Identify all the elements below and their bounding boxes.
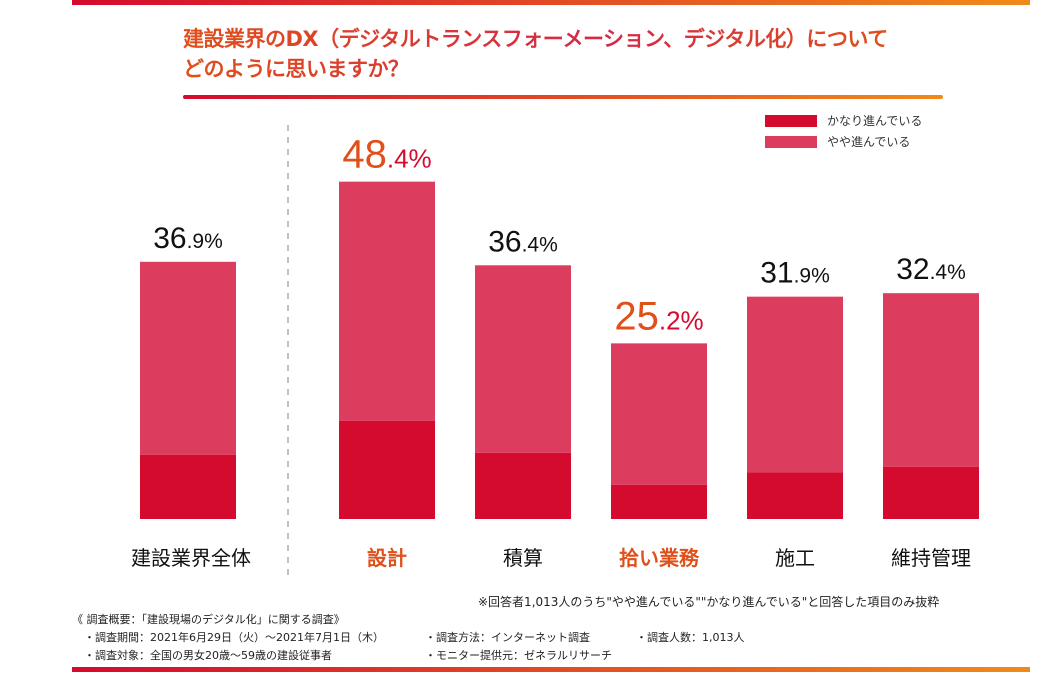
total-value-label: 31.9% (760, 257, 830, 290)
bar-segment-light (747, 296, 843, 473)
category-label: 建設業界全体 (131, 546, 251, 570)
category-label: 積算 (503, 546, 543, 570)
legend-item-light: やや進んでいる (765, 133, 910, 150)
total-value-label: 25.2% (614, 294, 703, 338)
footnote: ※回答者1,013人のうち"やや進んでいる""かなり進んでいる"と回答した項目の… (478, 595, 940, 609)
bar-segment-dark (747, 472, 843, 519)
survey-method: ・調査方法：インターネット調査 (425, 631, 590, 644)
category-label: 設計 (367, 546, 407, 570)
category-label: 維持管理 (891, 546, 971, 570)
survey-count: ・調査人数：1,013人 (636, 631, 745, 644)
legend-label: かなり進んでいる (827, 114, 923, 128)
total-value-label: 48.4% (342, 133, 431, 177)
total-value-label: 32.4% (896, 253, 966, 286)
total-value-label: 36.4% (488, 225, 558, 258)
survey-period: ・調査期間：2021年6月29日（火）〜2021年7月1日（木） (84, 631, 384, 644)
bar-segment-light (339, 181, 435, 421)
survey-provider: ・モニター提供元：ゼネラルリサーチ (425, 649, 612, 662)
bar-segment-dark (140, 454, 236, 519)
top-accent-bar (72, 0, 1030, 5)
total-value-label: 36.9% (153, 222, 223, 255)
bar-segment-dark (883, 466, 979, 519)
survey-target: ・調査対象：全国の男女20歳〜59歳の建設従事者 (84, 649, 332, 662)
bar-segment-dark (339, 420, 435, 519)
bar-segment-light (140, 261, 236, 455)
bar-segment-dark (611, 484, 707, 519)
bar-segment-light (883, 293, 979, 467)
bottom-accent-bar (72, 667, 1030, 672)
bar-segment-light (611, 343, 707, 485)
title-underline (183, 95, 943, 99)
category-label: 施工 (775, 546, 815, 570)
survey-title: 《 調査概要：「建設現場のデジタル化」に関する調査》 (72, 613, 345, 626)
legend-label: やや進んでいる (827, 135, 911, 149)
legend-item-dark: かなり進んでいる (765, 112, 922, 129)
legend-swatch-light (765, 135, 817, 148)
legend-swatch-dark (765, 114, 817, 127)
bar-segment-light (475, 265, 571, 453)
category-label: 拾い業務 (619, 546, 700, 570)
bar-segment-dark (475, 452, 571, 519)
